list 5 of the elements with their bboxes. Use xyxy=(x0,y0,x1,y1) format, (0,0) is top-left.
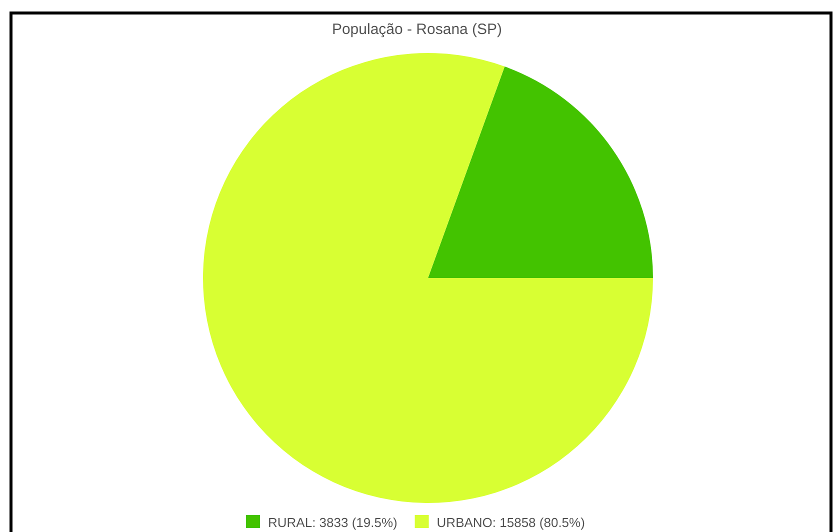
legend-label: URBANO: 15858 (80.5%) xyxy=(436,515,585,530)
legend-label: RURAL: 3833 (19.5%) xyxy=(268,515,398,530)
pie-slice xyxy=(203,53,653,503)
pie-slice xyxy=(428,66,653,278)
chart-title: População - Rosana (SP) xyxy=(332,21,502,38)
